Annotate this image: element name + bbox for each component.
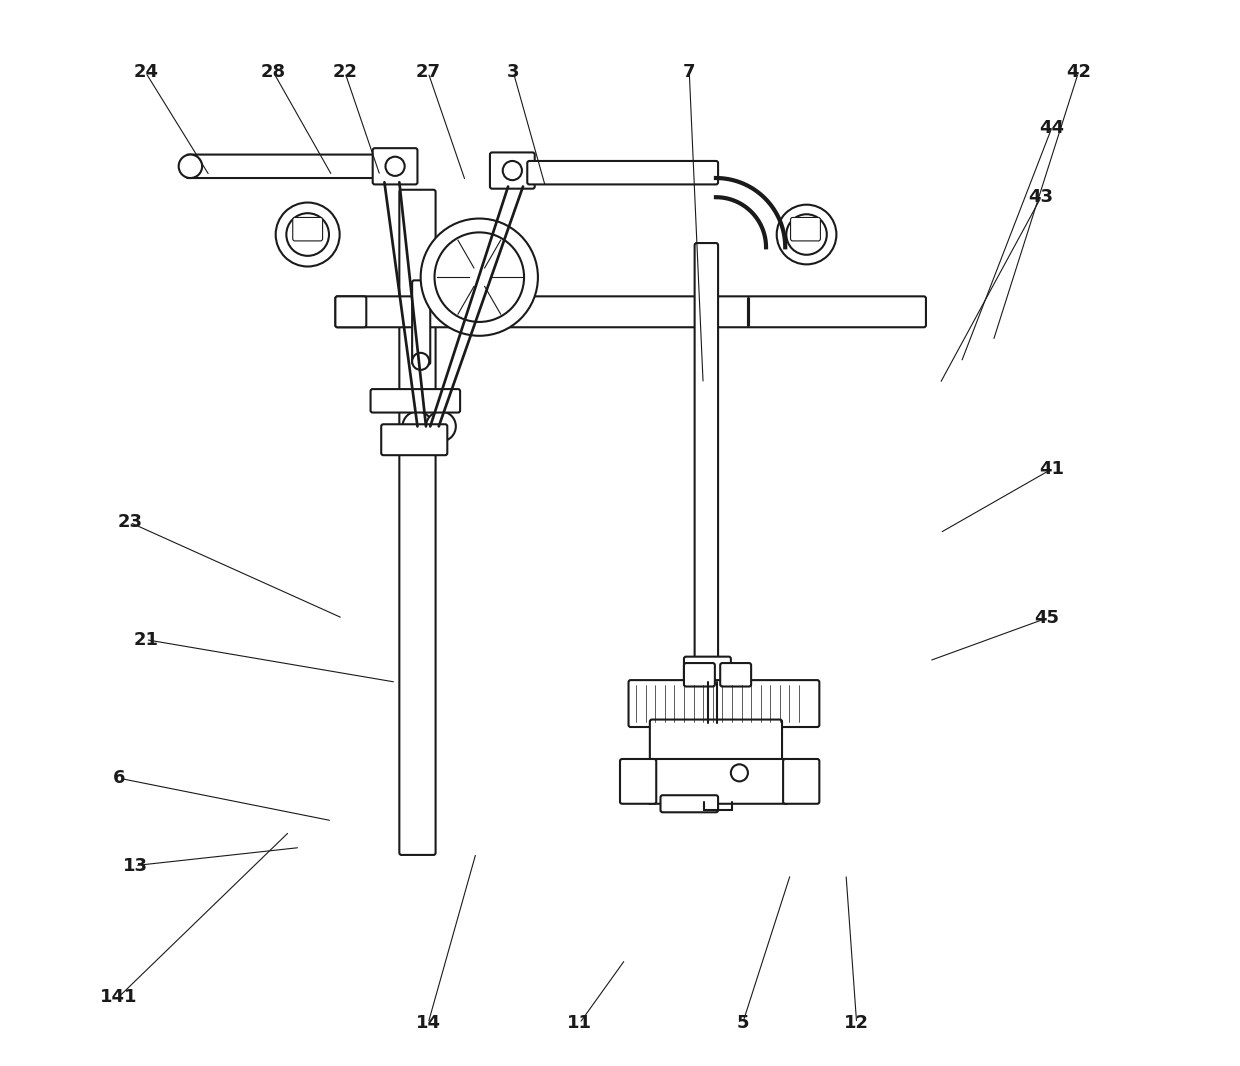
Circle shape bbox=[275, 203, 340, 266]
Circle shape bbox=[434, 232, 525, 322]
Circle shape bbox=[427, 411, 456, 441]
FancyBboxPatch shape bbox=[335, 296, 926, 327]
Circle shape bbox=[403, 411, 433, 441]
FancyBboxPatch shape bbox=[620, 759, 656, 804]
FancyBboxPatch shape bbox=[412, 280, 430, 365]
FancyBboxPatch shape bbox=[371, 389, 460, 413]
Circle shape bbox=[286, 213, 329, 256]
Text: 6: 6 bbox=[113, 770, 125, 787]
Text: 23: 23 bbox=[117, 514, 143, 531]
Text: 44: 44 bbox=[1039, 119, 1064, 136]
FancyBboxPatch shape bbox=[373, 148, 418, 184]
Text: 11: 11 bbox=[567, 1015, 591, 1032]
FancyBboxPatch shape bbox=[186, 155, 414, 178]
Text: 27: 27 bbox=[415, 64, 440, 81]
Text: 41: 41 bbox=[1039, 461, 1064, 478]
FancyBboxPatch shape bbox=[650, 720, 782, 764]
Text: 3: 3 bbox=[507, 64, 520, 81]
Circle shape bbox=[420, 219, 538, 336]
FancyBboxPatch shape bbox=[694, 243, 718, 663]
Text: 28: 28 bbox=[260, 64, 286, 81]
Text: 5: 5 bbox=[737, 1015, 749, 1032]
Text: 14: 14 bbox=[415, 1015, 440, 1032]
FancyBboxPatch shape bbox=[684, 657, 730, 684]
FancyBboxPatch shape bbox=[720, 663, 751, 687]
Circle shape bbox=[502, 161, 522, 180]
FancyBboxPatch shape bbox=[784, 759, 820, 804]
Text: 7: 7 bbox=[683, 64, 696, 81]
Text: 45: 45 bbox=[1034, 610, 1059, 627]
Circle shape bbox=[386, 157, 404, 176]
Circle shape bbox=[786, 214, 827, 255]
FancyBboxPatch shape bbox=[381, 424, 448, 455]
FancyBboxPatch shape bbox=[661, 795, 718, 812]
Text: 22: 22 bbox=[332, 64, 357, 81]
FancyBboxPatch shape bbox=[399, 190, 435, 855]
Text: 141: 141 bbox=[100, 988, 138, 1005]
Circle shape bbox=[730, 764, 748, 781]
FancyBboxPatch shape bbox=[490, 152, 534, 189]
Text: 42: 42 bbox=[1066, 64, 1091, 81]
FancyBboxPatch shape bbox=[791, 217, 821, 241]
FancyBboxPatch shape bbox=[527, 161, 718, 184]
Text: 21: 21 bbox=[133, 631, 159, 648]
FancyBboxPatch shape bbox=[647, 759, 789, 804]
Text: 13: 13 bbox=[123, 857, 148, 874]
Circle shape bbox=[179, 155, 202, 178]
Text: 24: 24 bbox=[133, 64, 159, 81]
FancyBboxPatch shape bbox=[629, 680, 820, 727]
Text: 12: 12 bbox=[844, 1015, 869, 1032]
Text: 43: 43 bbox=[1028, 189, 1054, 206]
FancyBboxPatch shape bbox=[293, 217, 322, 241]
Circle shape bbox=[776, 205, 837, 264]
FancyBboxPatch shape bbox=[684, 663, 715, 687]
Circle shape bbox=[412, 353, 429, 370]
FancyBboxPatch shape bbox=[335, 296, 366, 327]
